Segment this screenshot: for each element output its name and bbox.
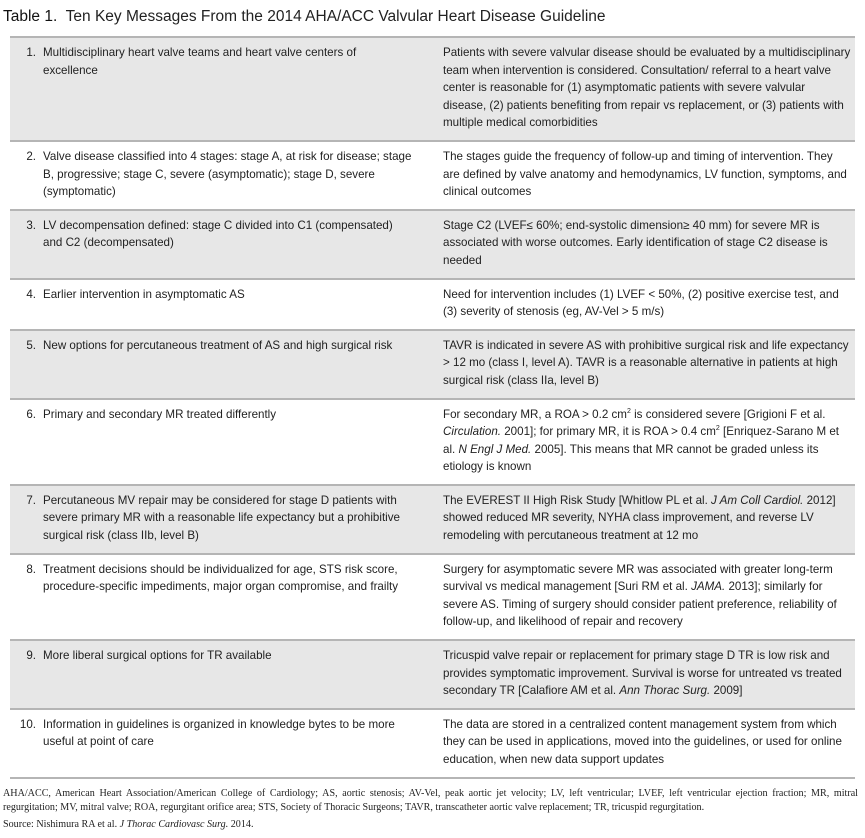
message-text: Treatment decisions should be individual… [43, 562, 399, 594]
detail-text: Surgery for asymptomatic severe MR was a… [443, 562, 833, 594]
message-text: Information in guidelines is organized i… [43, 717, 395, 749]
detail-cell: Tricuspid valve repair or replacement fo… [435, 641, 855, 708]
message-cell: 2. Valve disease classified into 4 stages… [10, 142, 435, 209]
message-text: New options for percutaneous treatment o… [43, 338, 393, 352]
detail-cell: The EVEREST II High Risk Study [Whitlow … [435, 486, 855, 553]
message-cell: 4. Earlier intervention in asymptomatic A… [10, 280, 435, 329]
detail-cell: The data are stored in a centralized con… [435, 710, 855, 777]
citation-journal: JAMA. [691, 580, 726, 594]
table-row: 10. Information in guidelines is organize… [10, 710, 855, 779]
citation-journal: N Engl J Med. [458, 442, 532, 456]
citation-journal: Circulation. [443, 425, 501, 439]
detail-text: 2012] showed reduced MR severity, NYHA c… [443, 493, 836, 543]
message-cell: 9. More liberal surgical options for TR a… [10, 641, 435, 708]
detail-text: 2013]; similarly for severe AS. Timing o… [443, 580, 837, 629]
detail-cell: The stages guide the frequency of follow… [435, 142, 855, 209]
detail-cell: Patients with severe valvular disease sh… [435, 38, 855, 140]
detail-cell: Need for intervention includes (1) LVEF … [435, 280, 855, 329]
message-text: Primary and secondary MR treated differe… [43, 407, 277, 421]
table-row: 7. Percutaneous MV repair may be consider… [10, 485, 855, 555]
table-row: 2. Valve disease classified into 4 stages… [10, 142, 855, 211]
superscript: 2 [715, 425, 720, 433]
detail-text: is considered severe [Grigioni F et al. [630, 407, 826, 421]
citation-journal: J Am Coll Cardiol. [711, 493, 804, 507]
message-cell: 5. New options for percutaneous treatment… [10, 331, 435, 398]
message-number: 10. [19, 717, 36, 731]
message-cell: 6. Primary and secondary MR treated diffe… [10, 400, 435, 484]
detail-text: Stage C2 (LVEF≤ 60%; end-systolic dimens… [443, 218, 828, 267]
abbreviations-note: AHA/ACC, American Heart Association/Amer… [3, 787, 858, 814]
message-cell: 7. Percutaneous MV repair may be consider… [10, 486, 435, 553]
source-prefix: Source: Nishimura RA et al. [3, 818, 120, 830]
message-text: Multidisciplinary heart valve teams and … [43, 46, 357, 77]
source-year: 2014. [228, 818, 254, 830]
message-text: Earlier intervention in asymptomatic AS [43, 287, 245, 301]
message-number: 8. [26, 562, 36, 576]
message-number: 2. [26, 149, 36, 163]
detail-cell: TAVR is indicated in severe AS with proh… [435, 331, 855, 398]
detail-text: The stages guide the frequency of follow… [443, 149, 847, 199]
table-row: 8. Treatment decisions should be individu… [10, 555, 855, 642]
table-row: 6. Primary and secondary MR treated diffe… [10, 400, 855, 486]
table-row: 1. Multidisciplinary heart valve teams an… [10, 38, 855, 142]
message-number: 5. [26, 338, 36, 352]
superscript: 2 [626, 407, 631, 415]
message-cell: 3. LV decompensation defined: stage C div… [10, 211, 435, 278]
message-text: LV decompensation defined: stage C divid… [43, 218, 393, 250]
table-footnote: AHA/ACC, American Heart Association/Amer… [3, 787, 858, 833]
detail-text: 2009] [710, 684, 743, 698]
detail-text: For secondary MR, a ROA > 0.2 cm [443, 407, 627, 421]
message-number: 4. [26, 287, 36, 301]
table-row: 9. More liberal surgical options for TR a… [10, 641, 855, 710]
detail-text: Need for intervention includes (1) LVEF … [443, 287, 839, 319]
message-cell: 10. Information in guidelines is organize… [10, 710, 435, 777]
message-number: 7. [26, 493, 36, 507]
source-journal: J Thorac Cardiovasc Surg. [119, 818, 229, 830]
detail-text: Patients with severe valvular disease sh… [443, 46, 851, 130]
table-row: 5. New options for percutaneous treatment… [10, 330, 855, 400]
source-note: Source: Nishimura RA et al. J Thorac Car… [3, 818, 858, 833]
message-text: More liberal surgical options for TR ava… [43, 649, 272, 663]
citation-journal: Ann Thorac Surg. [619, 684, 711, 698]
message-number: 3. [26, 218, 36, 232]
message-number: 6. [26, 407, 36, 421]
message-cell: 1. Multidisciplinary heart valve teams an… [10, 38, 435, 140]
detail-text: TAVR is indicated in severe AS with proh… [443, 338, 849, 387]
table-row: 3. LV decompensation defined: stage C div… [10, 210, 855, 280]
detail-cell: Stage C2 (LVEF≤ 60%; end-systolic dimens… [435, 211, 855, 278]
table-row: 4. Earlier intervention in asymptomatic A… [10, 280, 855, 331]
table-label: Table 1. [3, 8, 58, 25]
detail-text: 2001]; for primary MR, it is ROA > 0.4 c… [501, 425, 716, 439]
message-cell: 8. Treatment decisions should be individu… [10, 555, 435, 639]
table-title-text: Ten Key Messages From the 2014 AHA/ACC V… [65, 8, 606, 25]
message-number: 1. [26, 46, 36, 59]
key-messages-table: 1. Multidisciplinary heart valve teams an… [10, 36, 855, 779]
detail-text: The EVEREST II High Risk Study [Whitlow … [443, 493, 712, 507]
detail-cell: For secondary MR, a ROA > 0.2 cm2 is con… [435, 400, 855, 484]
message-text: Valve disease classified into 4 stages: … [43, 149, 412, 199]
table-title: Table 1. Ten Key Messages From the 2014 … [3, 7, 858, 27]
detail-cell: Surgery for asymptomatic severe MR was a… [435, 555, 855, 639]
detail-text: Tricuspid valve repair or replacement fo… [443, 649, 842, 698]
message-text: Percutaneous MV repair may be considered… [43, 493, 401, 543]
detail-text: 2005]. This means that MR cannot be grad… [443, 442, 819, 474]
detail-text: [Enriquez-Sarano M et al. [443, 425, 839, 456]
message-number: 9. [26, 649, 36, 663]
detail-text: The data are stored in a centralized con… [443, 717, 842, 766]
